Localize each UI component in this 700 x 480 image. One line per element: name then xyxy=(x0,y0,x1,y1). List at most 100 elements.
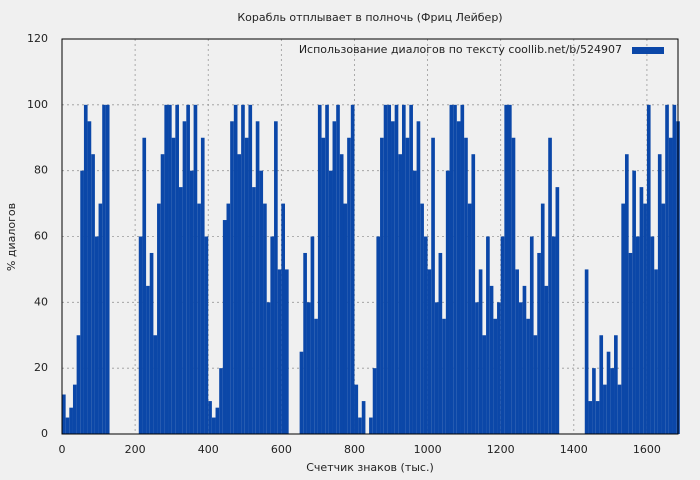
bar xyxy=(467,203,472,434)
bar xyxy=(621,203,625,434)
y-tick-label: 40 xyxy=(34,295,48,308)
bar xyxy=(657,154,662,435)
x-tick-label: 600 xyxy=(271,443,292,456)
bar xyxy=(62,394,66,434)
bar xyxy=(628,252,633,434)
bar xyxy=(94,236,99,434)
bar xyxy=(482,335,487,434)
bar xyxy=(98,203,103,434)
bar xyxy=(588,401,593,434)
bar xyxy=(164,104,169,434)
bar xyxy=(306,302,311,434)
y-tick-label: 0 xyxy=(41,427,48,440)
bar xyxy=(434,302,439,434)
bar xyxy=(80,170,84,434)
bar xyxy=(241,104,245,434)
bar xyxy=(592,368,596,434)
x-tick-label: 1000 xyxy=(414,443,442,456)
bar xyxy=(376,236,381,434)
bar xyxy=(211,417,216,434)
legend-swatch xyxy=(632,47,664,54)
bar xyxy=(398,154,402,435)
bar xyxy=(460,104,465,434)
bar xyxy=(639,187,644,434)
bar xyxy=(339,154,344,435)
bar xyxy=(219,368,223,434)
bar xyxy=(661,203,666,434)
bar xyxy=(332,121,337,435)
bar xyxy=(230,121,234,435)
bar xyxy=(665,104,669,434)
x-tick-label: 1600 xyxy=(633,443,661,456)
x-tick-label: 0 xyxy=(59,443,66,456)
bar xyxy=(486,236,490,434)
bar xyxy=(497,302,501,434)
bar xyxy=(299,351,304,434)
bar xyxy=(508,104,512,434)
bar xyxy=(91,154,95,435)
bar xyxy=(420,203,424,434)
bar xyxy=(445,170,450,434)
bar xyxy=(391,121,395,435)
bar xyxy=(83,104,88,434)
bar xyxy=(76,335,81,434)
bar xyxy=(175,104,179,434)
bar xyxy=(182,121,187,435)
bar xyxy=(595,401,600,434)
bar xyxy=(380,137,384,434)
bar xyxy=(65,417,70,434)
bar xyxy=(610,368,615,434)
bar xyxy=(522,285,527,434)
bar xyxy=(511,137,516,434)
bar xyxy=(632,170,636,434)
bar xyxy=(72,384,77,434)
bar xyxy=(244,137,249,434)
bar xyxy=(548,137,552,434)
y-tick-label: 100 xyxy=(27,98,48,111)
y-tick-label: 120 xyxy=(27,32,48,45)
bar xyxy=(540,203,545,434)
bar xyxy=(471,154,476,435)
bar xyxy=(584,269,589,434)
y-tick-label: 60 xyxy=(34,230,48,243)
bar xyxy=(317,104,322,434)
bar xyxy=(255,121,260,435)
bar xyxy=(518,302,523,434)
bar xyxy=(361,401,366,434)
bar xyxy=(369,417,373,434)
bar xyxy=(168,104,172,434)
bar xyxy=(197,203,201,434)
bar xyxy=(215,407,220,434)
bar xyxy=(193,104,198,434)
bar xyxy=(493,318,498,434)
plot-frame xyxy=(61,38,679,435)
bar xyxy=(401,104,406,434)
bar xyxy=(102,104,106,434)
bar xyxy=(252,187,256,434)
bar xyxy=(453,104,457,434)
bar xyxy=(456,121,461,435)
bar xyxy=(153,335,158,434)
bar xyxy=(668,137,673,434)
bar xyxy=(544,285,549,434)
bar xyxy=(383,104,388,434)
bar xyxy=(606,351,611,434)
bar xyxy=(533,335,538,434)
bar xyxy=(186,104,190,434)
bar xyxy=(343,203,348,434)
bar xyxy=(635,236,640,434)
bar xyxy=(263,203,267,434)
bar xyxy=(643,203,647,434)
chart-title: Корабль отплывает в полночь (Фриц Лейбер… xyxy=(237,11,502,24)
x-axis-label: Счетчик знаков (тыс.) xyxy=(306,461,434,474)
bar xyxy=(646,104,651,434)
bar xyxy=(200,137,205,434)
bar xyxy=(515,269,519,434)
bar xyxy=(138,236,143,434)
bar xyxy=(160,154,165,435)
bar xyxy=(336,104,340,434)
bar xyxy=(69,407,73,434)
bar xyxy=(314,318,318,434)
bar xyxy=(423,236,428,434)
bar xyxy=(146,285,150,434)
